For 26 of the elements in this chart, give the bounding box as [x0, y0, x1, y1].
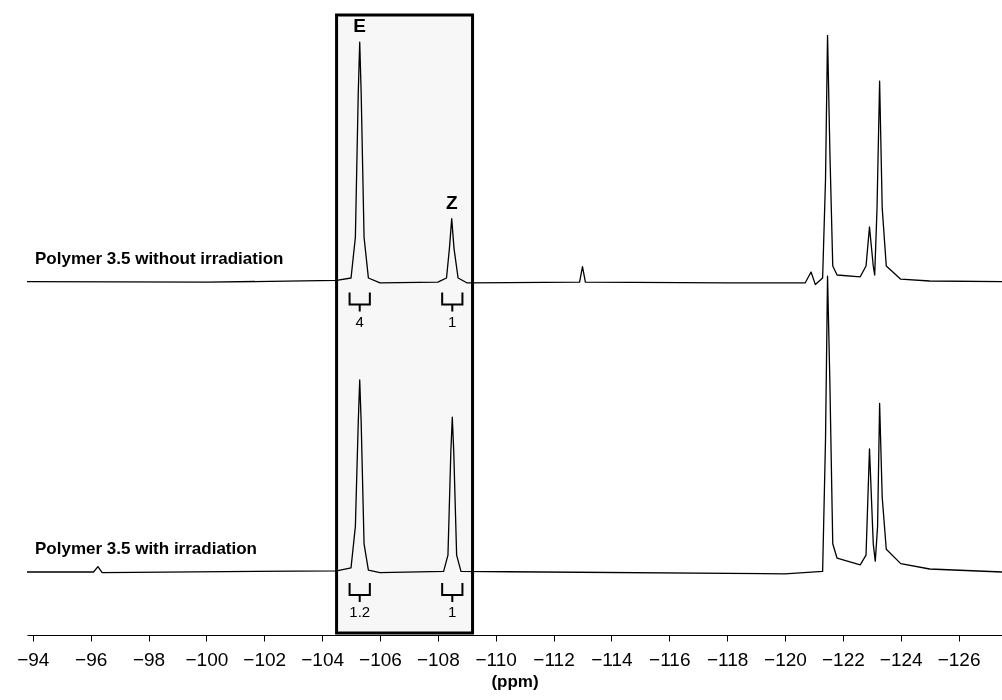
x-tick-label: −96 — [75, 648, 108, 670]
x-tick-label: −126 — [937, 648, 981, 670]
series-label: Polymer 3.5 with irradiation — [35, 539, 258, 558]
annotation: 1 — [448, 312, 457, 330]
annotation: 1 — [448, 603, 457, 620]
x-tick-label: −112 — [533, 648, 575, 670]
x-tick-label: −100 — [185, 648, 229, 670]
x-tick-label: −110 — [475, 648, 517, 670]
x-tick-label: −120 — [764, 648, 807, 670]
x-tick-label: −106 — [359, 648, 402, 670]
series-label: Polymer 3.5 without irradiation — [35, 248, 284, 268]
x-tick-label: −108 — [416, 648, 460, 670]
x-tick-label: −124 — [879, 648, 924, 670]
annotation: 4 — [355, 312, 364, 330]
x-tick-label: −122 — [821, 648, 865, 670]
annotation: E — [353, 15, 367, 37]
annotation: 1.2 — [349, 603, 371, 620]
x-tick-label: −118 — [706, 648, 749, 670]
x-tick-label: −104 — [301, 648, 345, 670]
x-axis-title: (ppm) — [491, 671, 539, 691]
x-tick-label: −98 — [132, 648, 166, 670]
x-tick-label: −102 — [243, 648, 287, 670]
x-tick-label: −114 — [591, 648, 634, 670]
annotation: Z — [445, 191, 458, 213]
x-tick-label: −94 — [17, 648, 50, 670]
x-tick-label: −116 — [649, 648, 691, 670]
